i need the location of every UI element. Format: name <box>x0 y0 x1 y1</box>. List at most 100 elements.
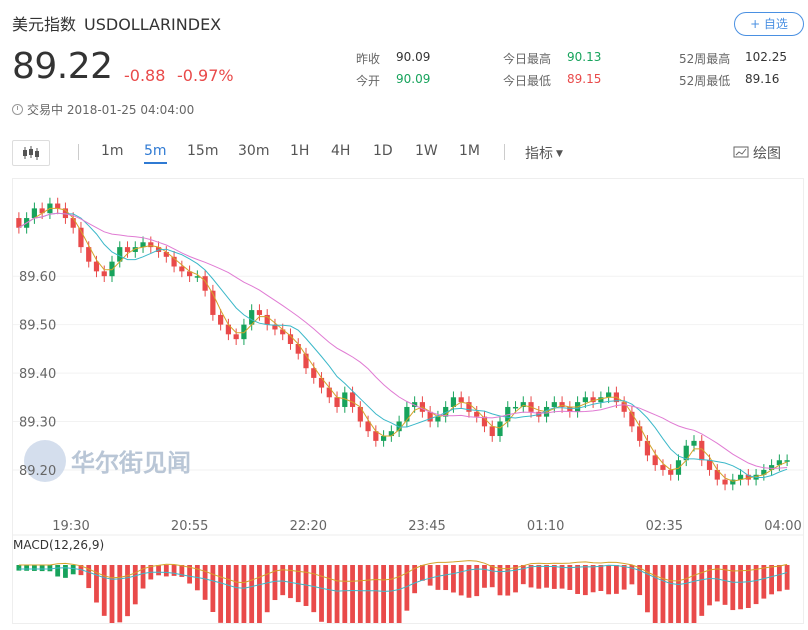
interval-15m[interactable]: 15m <box>187 143 219 159</box>
macd-bar <box>187 565 192 584</box>
candle-body <box>737 474 744 480</box>
candle-body <box>497 421 503 437</box>
macd-bar <box>396 565 402 626</box>
macd-bar <box>32 565 37 571</box>
candle-body <box>474 411 480 417</box>
candle-body <box>730 479 736 485</box>
interval-1mo[interactable]: 1M <box>459 143 480 159</box>
interval-1m[interactable]: 1m <box>101 143 124 159</box>
candle-body <box>722 479 728 485</box>
macd-bar <box>435 565 441 590</box>
candle-body <box>179 266 185 272</box>
y-axis: 89.60 89.50 89.40 89.30 89.20 <box>19 270 56 479</box>
macd-bar <box>218 565 224 623</box>
macd-bar <box>233 565 239 630</box>
macd-bar <box>101 565 107 616</box>
interval-1h[interactable]: 1H <box>290 143 310 159</box>
macd-bar <box>326 565 332 630</box>
candle-body <box>582 397 588 403</box>
macd-bar <box>753 565 759 605</box>
macd-bar <box>629 565 635 585</box>
candle-body <box>706 460 713 470</box>
price-change-percent: -0.97% <box>177 66 234 85</box>
candle-body <box>101 271 107 277</box>
macd-bar <box>412 565 418 594</box>
candle-body <box>450 397 457 407</box>
instrument-code: USDOLLARINDEX <box>84 15 222 34</box>
macd-bar <box>365 565 371 630</box>
macd-bar <box>559 565 565 589</box>
y-tick-label: 89.20 <box>19 464 56 479</box>
interval-1w[interactable]: 1W <box>415 143 438 159</box>
macd-bar <box>474 565 480 597</box>
candle-body <box>644 440 651 456</box>
macd-bar <box>47 565 53 572</box>
macd-bar <box>466 565 472 598</box>
macd-bar <box>63 565 68 578</box>
current-price: 89.22 <box>12 46 113 87</box>
macd-bar <box>536 565 542 589</box>
interval-4h[interactable]: 4H <box>331 143 351 159</box>
macd-bar <box>660 565 666 630</box>
chart-type-button[interactable] <box>12 140 50 166</box>
stat-label-open: 今开 <box>356 74 381 88</box>
macd-bar <box>210 565 216 612</box>
candle-body <box>388 431 394 437</box>
candle-body <box>287 334 294 344</box>
candle-body <box>39 208 45 214</box>
macd-bar <box>109 565 115 624</box>
candle-body <box>218 314 224 325</box>
candle-body <box>233 334 239 340</box>
macd-bar <box>776 565 782 592</box>
candle-body <box>357 406 363 422</box>
candle-body <box>443 406 449 417</box>
macd-bar <box>226 565 231 630</box>
stat-value-day-high: 90.13 <box>567 50 602 64</box>
candle-body <box>714 469 720 480</box>
watermark: 华尔街见闻 <box>24 440 191 482</box>
candle-body <box>124 247 131 252</box>
macd-bar <box>707 565 712 606</box>
interval-5m[interactable]: 5m <box>144 143 167 164</box>
macd-bar <box>171 565 177 576</box>
y-tick-label: 89.60 <box>19 270 56 285</box>
interval-1d[interactable]: 1D <box>373 143 393 159</box>
candle-body <box>187 271 193 277</box>
price-change: -0.88 <box>124 66 166 85</box>
macd-bar <box>699 565 705 616</box>
stat-label-52w-high: 52周最高 <box>679 52 731 66</box>
candle-body <box>256 310 263 315</box>
x-axis: 19:30 20:55 22:20 23:45 01:10 02:35 04:00 <box>52 519 801 534</box>
macd-bar <box>458 565 464 596</box>
candle-body <box>769 465 775 470</box>
candle-body <box>117 247 123 262</box>
candle-body <box>660 465 666 470</box>
candle-body <box>637 426 643 441</box>
instrument-title: 美元指数 USDOLLARINDEX <box>12 11 221 35</box>
macd-bar <box>179 565 185 577</box>
interval-30m[interactable]: 30m <box>238 143 270 159</box>
candles <box>16 197 790 491</box>
indicator-dropdown[interactable]: 指标 ▼ <box>525 143 563 163</box>
macd-bar <box>606 565 612 595</box>
macd-bar <box>652 565 658 628</box>
candle-body <box>272 324 278 330</box>
x-tick-label: 23:45 <box>408 519 445 534</box>
add-watchlist-button[interactable]: + 自选 <box>734 12 804 36</box>
candle-body <box>132 247 138 252</box>
macd-bar <box>117 565 123 623</box>
chart-area[interactable]: 华尔街见闻 89.60 89.50 89.40 89.30 89.20 19:30 20:… <box>12 178 804 630</box>
macd-bar <box>319 565 324 622</box>
candle-body <box>311 368 317 378</box>
candle-body <box>16 218 22 228</box>
candle-body <box>435 416 441 422</box>
candle-body <box>505 406 511 422</box>
macd-bar <box>614 565 619 594</box>
candle-body <box>761 469 767 475</box>
macd-bar <box>311 565 317 613</box>
candlestick-chart[interactable]: 华尔街见闻 89.60 89.50 89.40 89.30 89.20 19:30 20:… <box>13 179 803 630</box>
macd-bar <box>528 565 534 588</box>
draw-button[interactable]: 绘图 <box>733 143 781 163</box>
ma-mid-line <box>18 212 788 478</box>
macd-bar <box>140 565 146 589</box>
